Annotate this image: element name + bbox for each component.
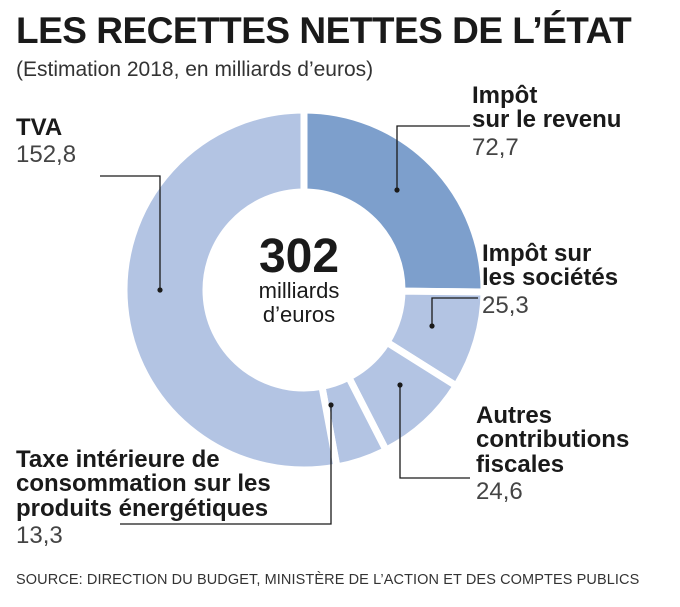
slice-impot-revenu — [300, 106, 488, 296]
leader-ticpe — [120, 405, 332, 525]
slice-name: Impôt sur — [482, 240, 592, 267]
label-autres-contributions: Autres contributions fiscales 24,6 — [476, 402, 630, 506]
leader-ticpe-dot — [328, 402, 334, 408]
slice-name: Autres — [476, 402, 553, 429]
leader-impot-revenu — [396, 125, 470, 190]
label-tva: TVA 152,8 — [16, 114, 77, 169]
slice-name: sur le revenu — [472, 106, 622, 134]
slice-name: produits énergétiques — [16, 494, 269, 522]
label-impot-revenu: Impôt sur le revenu 72,7 — [472, 82, 622, 161]
leader-tva-dot — [157, 287, 163, 293]
label-ticpe: Taxe intérieure de consommation sur les … — [16, 446, 271, 550]
slice-value: 24,6 — [476, 478, 523, 506]
chart-title: LES RECETTES NETTES DE L’ÉTAT — [16, 10, 632, 51]
slice-name: consommation sur les — [16, 470, 271, 498]
slice-name: TVA — [16, 114, 63, 141]
label-impot-societes: Impôt sur les sociétés 25,3 — [482, 240, 619, 319]
slice-value: 72,7 — [472, 133, 519, 161]
source-note: SOURCE: DIRECTION DU BUDGET, MINISTÈRE D… — [16, 572, 640, 588]
slice-name: Taxe intérieure de — [16, 446, 220, 473]
leader-impot-revenu-dot — [394, 187, 400, 193]
donut-slices — [120, 106, 488, 474]
slice-value: 13,3 — [16, 522, 63, 550]
leader-lines — [100, 125, 478, 525]
slice-name: les sociétés — [482, 264, 619, 292]
center-unit-line2: d’euros — [263, 302, 335, 327]
slice-value: 152,8 — [16, 141, 77, 169]
slice-tva — [120, 106, 341, 474]
leader-impot-societes — [431, 297, 478, 326]
leader-autres-contributions-dot — [397, 382, 403, 388]
chart-subtitle: (Estimation 2018, en milliards d’euros) — [16, 58, 374, 81]
center-value: 302 — [259, 230, 339, 283]
leader-autres-contributions — [399, 385, 470, 479]
slice-name: contributions — [476, 426, 630, 454]
leader-impot-societes-dot — [429, 323, 435, 329]
center-unit-line1: milliards — [259, 278, 340, 303]
slice-name: Impôt — [472, 82, 538, 109]
slice-value: 25,3 — [482, 291, 529, 319]
slice-name: fiscales — [476, 450, 565, 478]
leader-tva — [100, 175, 161, 290]
